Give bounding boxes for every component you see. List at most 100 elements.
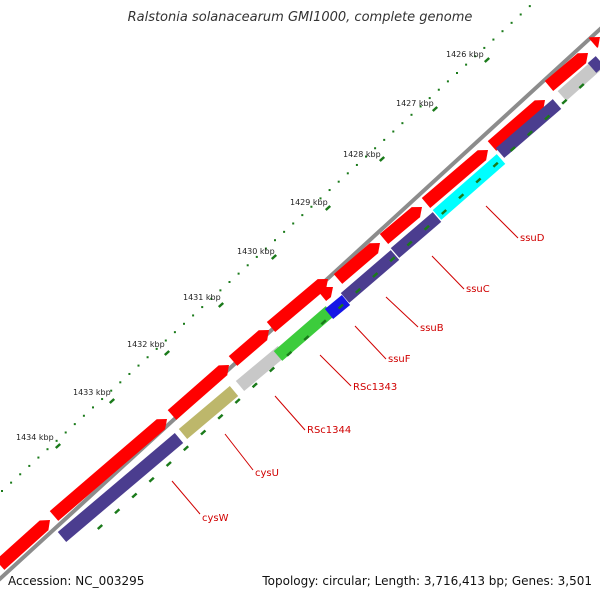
gene-label-RSc1344: RSc1344 [307, 425, 351, 436]
track-dot [346, 172, 349, 175]
forward-gene-arrow [167, 365, 229, 420]
reverse-gene-bar [587, 56, 600, 73]
inner-tick [440, 209, 448, 215]
gene-ssuB [340, 250, 400, 303]
track-dot [419, 105, 422, 108]
forward-gene-arrow [317, 287, 333, 302]
inner-tick [389, 256, 396, 263]
track-dot [328, 189, 331, 192]
track-dot [1, 490, 3, 492]
track-dot [301, 214, 304, 217]
inner-tick [286, 350, 293, 357]
forward-gene-arrow [544, 53, 588, 91]
gene-label-ssuF: ssuF [388, 354, 411, 365]
scale-label: 1434 kbp [16, 433, 54, 442]
inner-tick [423, 224, 430, 231]
forward-gene-arrow [266, 279, 328, 332]
scale-label: 1428 kbp [343, 150, 381, 159]
inner-tick-track [96, 83, 585, 530]
track-dot [64, 431, 67, 434]
gene-cysU [178, 386, 239, 439]
gene-ssuD [432, 154, 506, 220]
callout-leader [171, 480, 201, 515]
track-dot [337, 180, 340, 183]
track-dot [474, 55, 477, 58]
inner-tick [458, 193, 465, 200]
track-dot [155, 347, 158, 350]
scale-label: 1431 kbp [183, 293, 221, 302]
gene-RSc1344 [235, 346, 287, 391]
gene-bar-gray [557, 59, 600, 101]
inner-tick [337, 303, 344, 310]
inner-tick [509, 146, 516, 152]
callout-leader [431, 255, 465, 290]
forward-gene-arrow [588, 37, 600, 48]
track-dot [437, 88, 440, 91]
track-dot [355, 163, 358, 166]
track-dot [19, 473, 22, 476]
inner-tick [114, 508, 121, 515]
gene-tracks [0, 37, 600, 570]
reverse-gene-bar [495, 99, 562, 158]
track-dot [55, 439, 58, 442]
inner-tick [165, 461, 172, 467]
track-dot [73, 423, 76, 426]
track-dot [319, 197, 322, 200]
inner-tick [372, 272, 379, 278]
scale-label: 1429 kbp [290, 198, 328, 207]
track-dot [528, 5, 531, 8]
inner-tick [96, 524, 104, 530]
map-title: Ralstonia solanacearum GMI1000, complete… [127, 10, 473, 25]
scale-label: 1426 kbp [446, 50, 484, 59]
forward-gene-arrow [228, 330, 269, 366]
gene-label-cysW: cysW [202, 513, 229, 524]
gene-label-RSc1343: RSc1343 [353, 382, 397, 393]
scale-label: 1432 kbp [127, 340, 165, 349]
callout-leader [224, 433, 254, 471]
gene-ssuC [390, 212, 442, 258]
inner-tick [148, 476, 155, 483]
inner-tick [406, 240, 413, 247]
track-dot [110, 389, 113, 392]
scale-tick [378, 156, 386, 162]
track-dot [228, 281, 231, 283]
inner-tick [131, 492, 138, 499]
gene-label-ssuC: ssuC [466, 284, 490, 295]
track-dot [428, 97, 431, 100]
track-dot [173, 331, 176, 334]
track-dot [465, 63, 468, 66]
inner-tick [320, 319, 327, 326]
track-dot [501, 30, 504, 33]
inner-tick [526, 130, 534, 137]
scale-tick [163, 350, 171, 356]
forward-gene-arrow [487, 100, 545, 151]
track-dot [401, 122, 404, 125]
reverse-gene-bar [57, 433, 184, 542]
scale-ticks [54, 57, 491, 449]
track-dot [237, 272, 240, 275]
track-dot [201, 306, 204, 309]
callout-leader [385, 296, 419, 328]
callout-leader [274, 395, 306, 431]
genome-summary-text: Topology: circular; Length: 3,716,413 bp… [262, 574, 592, 588]
scale-tick [431, 106, 439, 112]
track-dot [310, 205, 313, 208]
track-dot [365, 155, 367, 158]
callout-leader [485, 205, 519, 239]
outer-dot-track [1, 5, 531, 492]
accession-text: Accession: NC_003295 [8, 574, 145, 588]
track-dot [28, 464, 31, 467]
inner-tick [578, 83, 585, 89]
track-dot [392, 130, 395, 133]
track-dot [137, 364, 140, 367]
track-dot [446, 80, 449, 83]
track-dot [183, 322, 185, 325]
track-dot [274, 239, 276, 242]
gene-ssuF [324, 294, 351, 320]
forward-gene-arrow [421, 150, 488, 208]
scale-tick [108, 398, 116, 404]
inner-tick [234, 398, 241, 404]
track-dot [246, 264, 249, 267]
track-dot [192, 314, 195, 317]
